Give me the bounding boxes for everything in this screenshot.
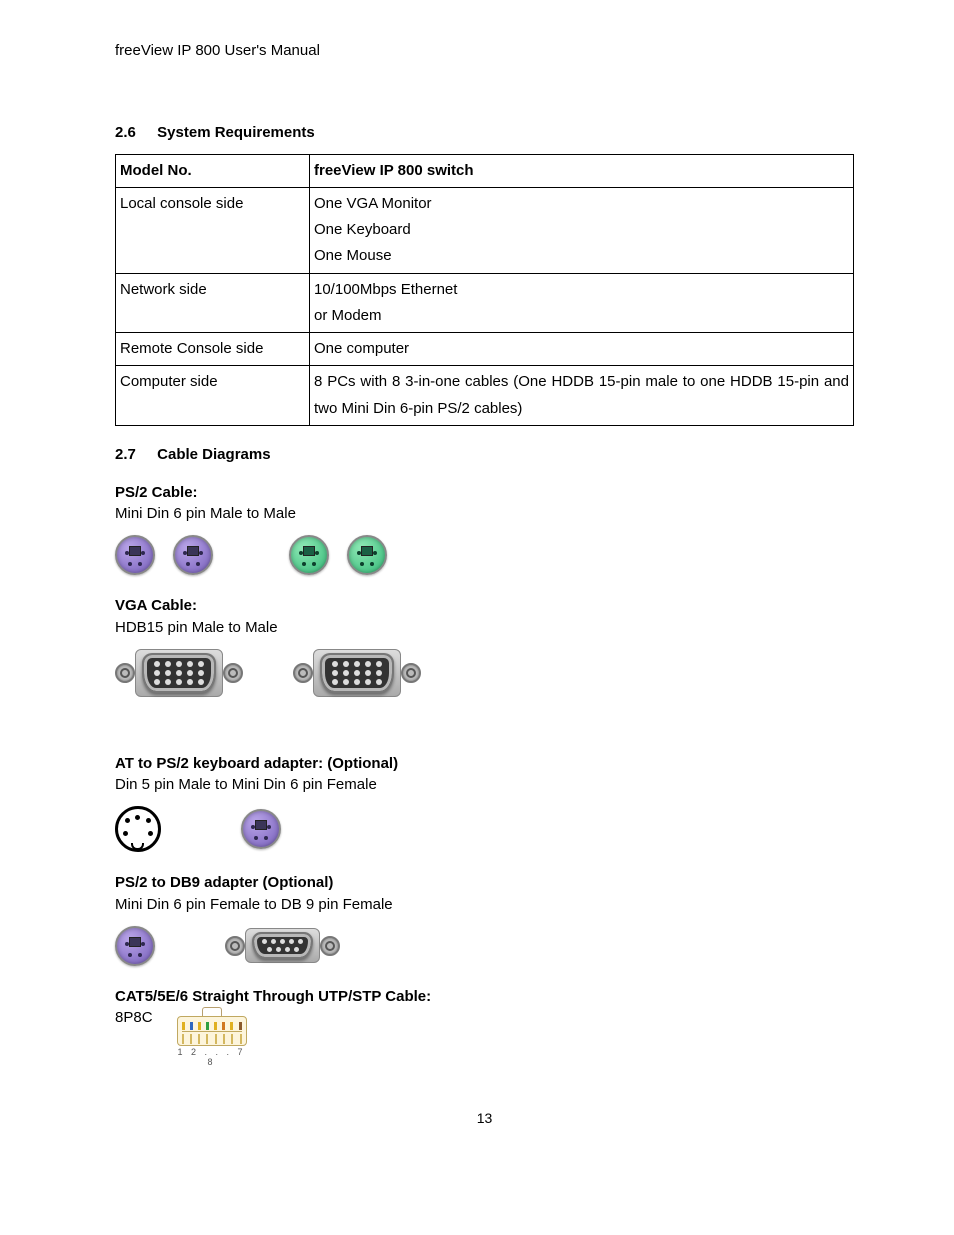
page-number: 13 (115, 1108, 854, 1128)
ps2-cable-heading: PS/2 Cable: (115, 482, 854, 504)
section-number: 2.7 (115, 444, 153, 466)
table-row: Computer side8 PCs with 8 3-in-one cable… (116, 366, 854, 426)
table-cell: Model No. (116, 154, 310, 187)
ps2-cable-diagram (115, 535, 854, 575)
atps2-desc: Din 5 pin Male to Mini Din 6 pin Female (115, 774, 854, 796)
din5-connector-icon (115, 806, 161, 852)
table-cell: Computer side (116, 366, 310, 426)
section-2-6-heading: 2.6 System Requirements (115, 122, 854, 144)
vga-connector-icon (115, 649, 243, 697)
system-requirements-table: Model No.freeView IP 800 switchLocal con… (115, 154, 854, 426)
db9-connector-icon (225, 928, 340, 963)
table-row: Model No.freeView IP 800 switch (116, 154, 854, 187)
table-cell: Remote Console side (116, 333, 310, 366)
ps2-connector-icon (289, 535, 329, 575)
table-row: Remote Console sideOne computer (116, 333, 854, 366)
ps2db9-heading: PS/2 to DB9 adapter (Optional) (115, 872, 854, 894)
table-cell: 10/100Mbps Ethernetor Modem (310, 273, 854, 333)
ps2-connector-icon (241, 809, 281, 849)
ps2-connector-icon (115, 926, 155, 966)
table-row: Local console sideOne VGA MonitorOne Key… (116, 187, 854, 273)
atps2-diagram (115, 806, 854, 852)
table-cell: Network side (116, 273, 310, 333)
table-cell: Local console side (116, 187, 310, 273)
table-cell: One VGA MonitorOne KeyboardOne Mouse (310, 187, 854, 273)
page-header: freeView IP 800 User's Manual (115, 40, 854, 62)
table-cell: 8 PCs with 8 3-in-one cables (One HDDB 1… (310, 366, 854, 426)
vga-cable-diagram (115, 649, 854, 697)
table-cell: One computer (310, 333, 854, 366)
ps2db9-desc: Mini Din 6 pin Female to DB 9 pin Female (115, 894, 854, 916)
vga-cable-desc: HDB15 pin Male to Male (115, 617, 854, 639)
ps2-cable-desc: Mini Din 6 pin Male to Male (115, 503, 854, 525)
table-row: Network side10/100Mbps Ethernetor Modem (116, 273, 854, 333)
cat5-desc: 8P8C (115, 1007, 153, 1029)
table-cell: freeView IP 800 switch (310, 154, 854, 187)
section-title: System Requirements (157, 124, 315, 141)
rj45-connector-icon: 1 2 . . . 7 8 (177, 1007, 247, 1068)
ps2db9-diagram (115, 926, 854, 966)
ps2-connector-icon (173, 535, 213, 575)
ps2-connector-icon (115, 535, 155, 575)
section-number: 2.6 (115, 122, 153, 144)
atps2-heading: AT to PS/2 keyboard adapter: (Optional) (115, 753, 854, 775)
vga-connector-icon (293, 649, 421, 697)
section-2-7-heading: 2.7 Cable Diagrams (115, 444, 854, 466)
cat5-heading: CAT5/5E/6 Straight Through UTP/STP Cable… (115, 986, 854, 1008)
ps2-connector-icon (347, 535, 387, 575)
vga-cable-heading: VGA Cable: (115, 595, 854, 617)
section-title: Cable Diagrams (157, 446, 270, 463)
rj45-pin-label: 1 2 . . . 7 8 (177, 1048, 247, 1068)
